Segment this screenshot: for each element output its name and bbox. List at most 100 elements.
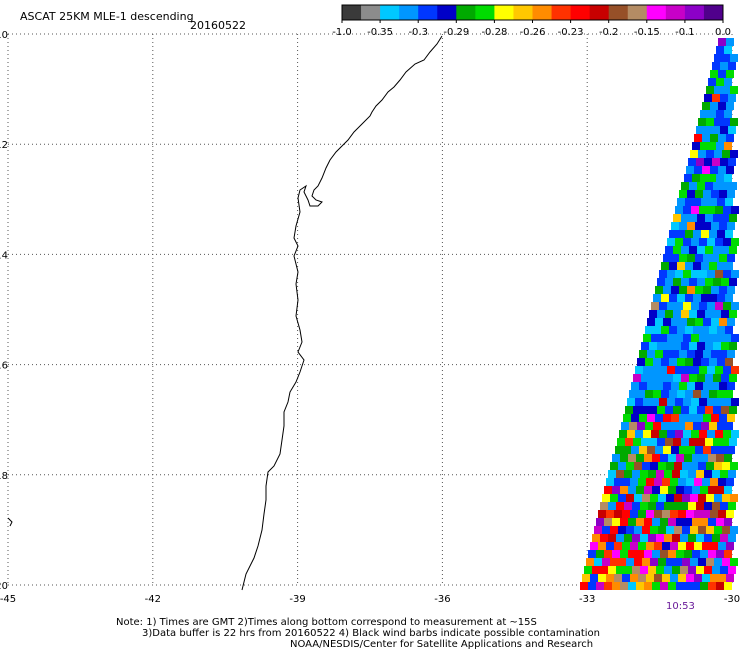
mle-cell — [588, 550, 596, 558]
mle-cell — [703, 254, 711, 262]
mle-cell — [722, 494, 730, 502]
mle-cell — [695, 446, 703, 454]
mle-cell — [729, 374, 737, 382]
mle-cell — [691, 206, 699, 214]
mle-cell — [694, 134, 702, 142]
mle-cell — [677, 390, 685, 398]
mle-cell — [709, 326, 717, 334]
mle-cell — [623, 446, 631, 454]
mle-cell — [694, 510, 702, 518]
mle-cell — [637, 390, 645, 398]
mle-cell — [653, 390, 661, 398]
mle-cell — [596, 550, 604, 558]
mle-cell — [719, 222, 727, 230]
mle-cell — [608, 534, 616, 542]
mle-cell — [731, 398, 739, 406]
mle-cell — [683, 302, 691, 310]
mle-cell — [722, 558, 730, 566]
mle-cell — [652, 582, 660, 590]
mle-cell — [671, 318, 679, 326]
mle-cell — [671, 254, 679, 262]
mle-cell — [676, 518, 684, 526]
mle-cell — [692, 454, 700, 462]
mle-cell — [600, 534, 608, 542]
mle-cell — [666, 494, 674, 502]
mle-cell — [725, 262, 733, 270]
mle-cell — [687, 350, 695, 358]
mle-cell — [580, 582, 588, 590]
mle-cell — [645, 358, 653, 366]
mle-cell — [707, 302, 715, 310]
mle-cell — [676, 550, 684, 558]
mle-cell — [714, 462, 722, 470]
colorbar-label: -0.23 — [558, 27, 584, 38]
mle-cell — [699, 206, 707, 214]
mle-cell — [719, 190, 727, 198]
mle-cell — [655, 382, 663, 390]
mle-cell — [650, 494, 658, 502]
mle-cell — [728, 470, 736, 478]
mle-cell — [636, 486, 644, 494]
mle-cell — [670, 478, 678, 486]
mle-cell — [656, 502, 664, 510]
mle-cell — [714, 86, 722, 94]
mle-cell — [639, 350, 647, 358]
mle-cell — [628, 486, 636, 494]
mle-cell — [717, 230, 725, 238]
mle-cell — [695, 254, 703, 262]
mle-cell — [636, 454, 644, 462]
colorbar-swatch — [342, 5, 362, 20]
mle-cell — [726, 574, 734, 582]
latitude-label: -10 — [0, 30, 8, 41]
mle-cell — [675, 270, 683, 278]
product-title: ASCAT 25KM MLE-1 descending — [20, 10, 194, 23]
mle-cell — [728, 94, 736, 102]
mle-cell — [708, 174, 716, 182]
mle-cell — [702, 102, 710, 110]
mle-cell — [672, 470, 680, 478]
mle-cell — [730, 54, 738, 62]
mle-cell — [644, 582, 652, 590]
mle-cell — [668, 486, 676, 494]
mle-cell — [719, 382, 727, 390]
mle-cell — [649, 438, 657, 446]
mle-cell — [660, 518, 668, 526]
mle-cell — [604, 518, 612, 526]
mle-cell — [647, 446, 655, 454]
mle-cell — [729, 246, 737, 254]
mle-cell — [665, 246, 673, 254]
mle-cell — [678, 510, 686, 518]
mle-cell — [705, 214, 713, 222]
mle-cell — [710, 134, 718, 142]
mle-cell — [703, 222, 711, 230]
mle-cell — [725, 230, 733, 238]
mle-cell — [584, 566, 592, 574]
mle-cell — [655, 414, 663, 422]
colorbar-swatch — [627, 5, 648, 20]
mle-cell — [655, 318, 663, 326]
mle-cell — [729, 310, 737, 318]
colorbar-swatch — [418, 5, 438, 20]
mle-cell — [704, 534, 712, 542]
mle-cell — [684, 582, 692, 590]
mle-cell — [687, 286, 695, 294]
mle-cell — [730, 526, 738, 534]
mle-cell — [639, 382, 647, 390]
mle-cell — [637, 358, 645, 366]
mle-cell — [660, 550, 668, 558]
mle-cell — [708, 486, 716, 494]
mle-cell — [612, 486, 620, 494]
mle-cell — [700, 486, 708, 494]
mle-cell — [700, 518, 708, 526]
mle-cell — [665, 406, 673, 414]
mle-cell — [703, 414, 711, 422]
mle-cell — [696, 502, 704, 510]
mle-cell — [731, 366, 739, 374]
mle-cell — [719, 414, 727, 422]
mle-cell — [702, 542, 710, 550]
mle-cell — [648, 534, 656, 542]
mle-cell — [689, 214, 697, 222]
mle-cell — [719, 286, 727, 294]
colorbar-swatch — [646, 5, 667, 20]
mle-cell — [657, 374, 665, 382]
